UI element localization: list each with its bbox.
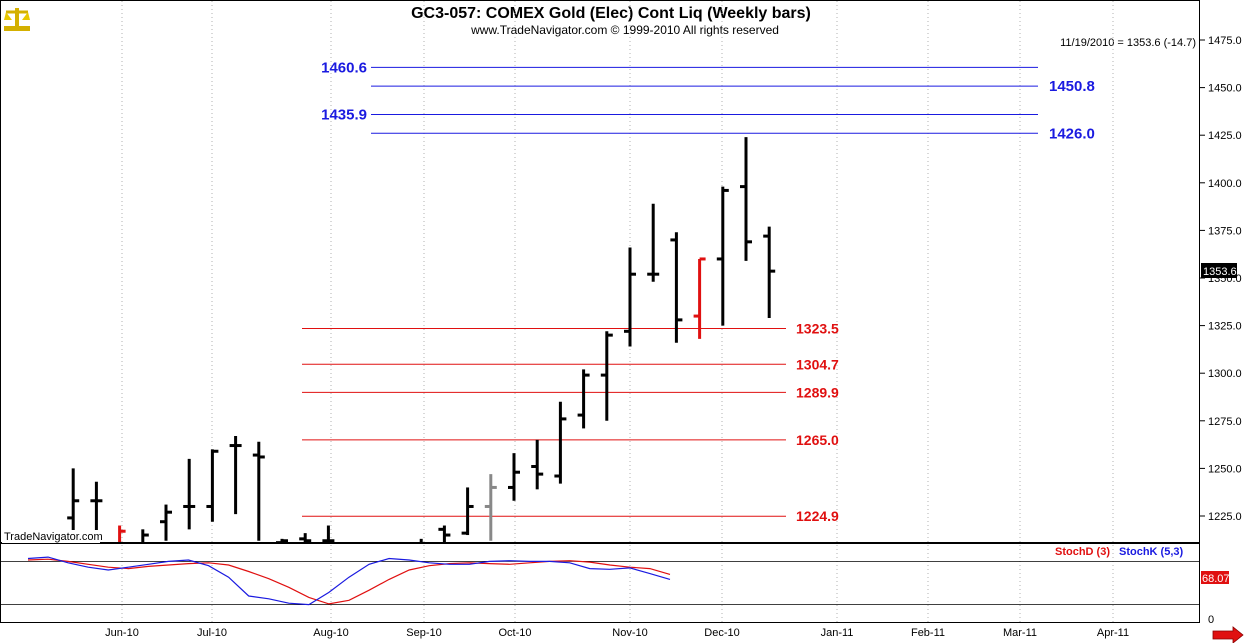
stochastic-panel: 0 [0,556,1214,626]
ohlc-bar [763,226,776,318]
last-price-tag: 1353.6 [1203,266,1237,278]
price-tick-label: 1300.0 [1208,368,1242,380]
stoch-value-tag: 68.07 [1202,573,1230,585]
stoch-series-line [27,558,671,605]
ohlc-bar [67,468,80,541]
stoch-tick-label: 0 [1208,614,1214,626]
ohlc-bar [276,538,288,542]
watermark-bg [2,530,100,543]
price-tick-label: 1400.0 [1208,178,1242,190]
watermark: TradeNavigator.com [4,531,103,543]
ohlc-bar [716,186,729,326]
ohlc-bar [531,439,544,490]
time-tick-label: Dec-10 [704,627,739,639]
time-tick-label: Oct-10 [498,627,531,639]
ohlc-bar [369,564,381,602]
chart-title: GC3-057: COMEX Gold (Elec) Cont Liq (Wee… [411,5,811,22]
time-tick-label: Jul-10 [197,627,227,639]
time-tick-label: Aug-10 [313,627,348,639]
red-level-label: 1265.0 [796,432,839,448]
price-tick-label: 1450.0 [1208,83,1242,95]
ohlc-bar [740,137,752,261]
ohlc-bar [160,504,172,541]
time-tick-label: Feb-11 [911,627,945,639]
ohlc-bar [141,529,149,542]
ohlc-bar [624,247,636,347]
ohlc-bar [693,257,706,339]
price-tick-label: 1275.0 [1208,416,1242,428]
chart-subtitle: www.TradeNavigator.com © 1999-2010 All r… [470,23,779,37]
ohlc-bar [229,436,242,515]
last-price-info: 11/19/2010 = 1353.6 (-14.7) [1060,37,1196,49]
red-level-label: 1323.5 [796,320,839,336]
blue-level-label: 1435.9 [321,106,367,123]
red-level-label: 1224.9 [796,508,839,524]
ohlc-bars [48,137,776,602]
time-tick-label: Apr-11 [1097,627,1129,639]
ohlc-bar [600,331,613,421]
blue-level-label: 1450.8 [1049,78,1095,95]
red-level-label: 1304.7 [796,356,839,372]
price-tick-label: 1325.0 [1208,321,1242,333]
ohlc-bar [484,474,497,541]
ohlc-bar [183,458,196,530]
time-tick-label: Nov-10 [612,627,647,639]
last-price-tag-bg [1201,263,1237,278]
red-level-label: 1289.9 [796,384,839,400]
ohlc-bar [392,560,404,596]
ohlc-bar [438,525,451,542]
time-tick-label: Jun-10 [105,627,139,639]
ohlc-bar [118,525,126,542]
ohlc-bar [299,533,312,542]
price-tick-label: 1425.0 [1208,130,1242,142]
blue-level-label: 1426.0 [1049,125,1095,142]
price-tick-label: 1225.0 [1208,511,1242,523]
blue-level-label: 1460.6 [321,59,367,76]
ohlc-bar [252,441,265,541]
ohlc-bar [647,203,660,282]
price-tick-label: 1375.0 [1208,225,1242,237]
fib-levels: 1460.6 1450.8 1435.9 1426.0 1323.5 1304.7 1289… [302,59,1095,524]
legend-stochk: StochK (5,3) [1119,546,1184,558]
stoch-value-tag-bg [1201,571,1229,584]
price-tick-label: 1475.0 [1208,35,1242,47]
price-tick-label: 1250.0 [1208,463,1242,475]
ohlc-bar [322,525,335,542]
ohlc-bar [508,453,520,501]
price-axis-ticks: 1475.01450.01425.01400.01375.01350.01325… [1199,35,1242,523]
time-tick-label: Jan-11 [821,627,854,639]
ohlc-bar [554,401,567,484]
ohlc-bar [206,449,219,522]
ohlc-bar [346,548,358,571]
legend-stochd: StochD (3) [1055,546,1110,558]
ohlc-bar [577,369,590,429]
ohlc-bar [670,232,683,343]
time-tick-label: Mar-11 [1003,627,1037,639]
time-axis-ticks: Jun-10 Jul-10 Aug-10 Sep-10 Oct-10 Nov-10 Dec-… [105,627,1129,639]
ohlc-bar [461,487,474,536]
scales-logo-icon [4,8,30,31]
time-tick-label: Sep-10 [406,627,441,639]
red-right-arrow-icon[interactable] [1212,626,1244,643]
stoch-panel-frame [0,543,1200,623]
price-grid [121,1,1114,622]
stoch-series-line [27,556,671,606]
